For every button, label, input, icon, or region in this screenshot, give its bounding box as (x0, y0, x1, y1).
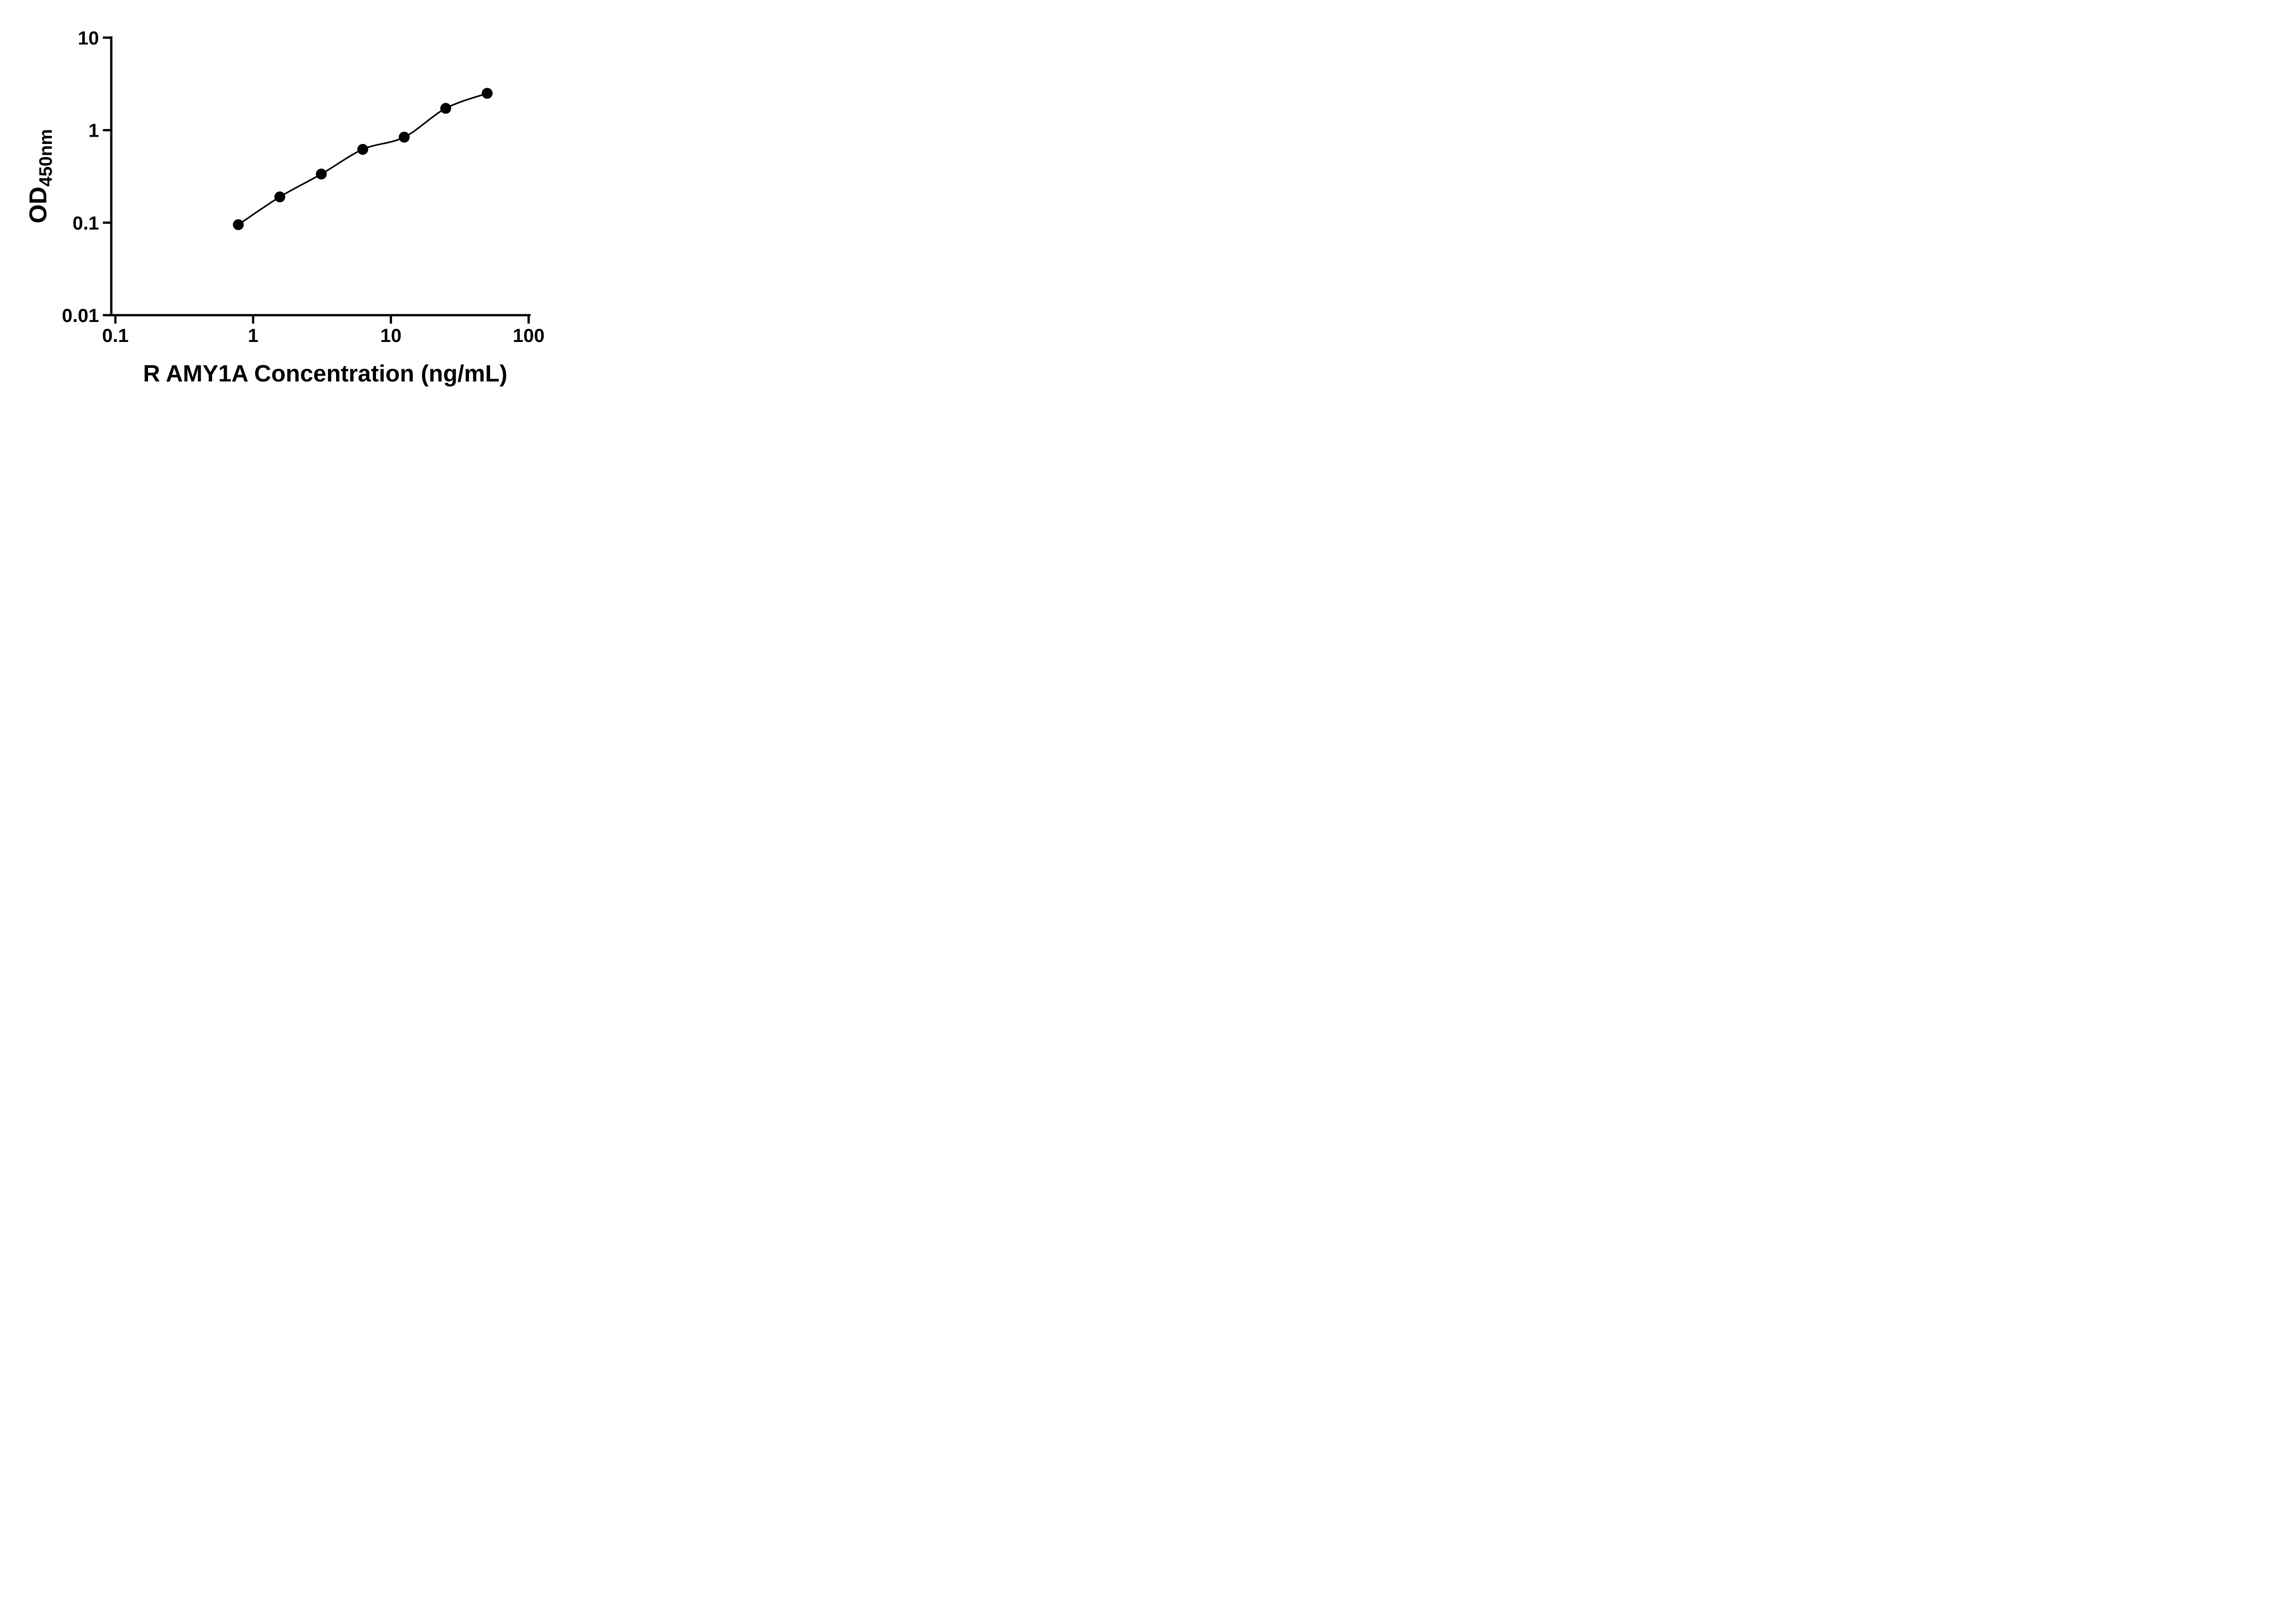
data-point (233, 219, 244, 230)
y-tick-label: 10 (78, 27, 99, 49)
y-tick-label: 1 (89, 120, 99, 141)
x-tick-label: 1 (248, 325, 258, 346)
data-point (316, 168, 327, 180)
data-point (357, 144, 368, 155)
x-tick-label: 10 (380, 325, 402, 346)
data-point (481, 88, 493, 99)
y-axis-title-sub: 450nm (36, 129, 56, 187)
data-point (399, 132, 410, 143)
x-axis-title: R AMY1A Concentration (ng/mL) (143, 361, 507, 387)
y-tick-label: 0.1 (73, 212, 99, 233)
data-point (440, 103, 451, 114)
fit-curve (238, 92, 488, 226)
figure-page: 0.1 1 10 100 0.01 0.1 1 10 R AMY1A Concentratio… (0, 0, 584, 406)
y-tick-label: 0.01 (62, 305, 99, 326)
y-axis-title: OD450nm (25, 129, 56, 223)
x-tick-label: 0.1 (102, 325, 129, 346)
elisa-standard-curve-figure: 0.1 1 10 100 0.01 0.1 1 10 R AMY1A Concentratio… (0, 0, 584, 406)
data-point (274, 191, 286, 203)
y-axis-title-main: OD (25, 187, 52, 223)
x-tick-label: 100 (513, 325, 545, 346)
fit-curve-layer (238, 92, 488, 226)
data-point-layer (233, 88, 493, 230)
